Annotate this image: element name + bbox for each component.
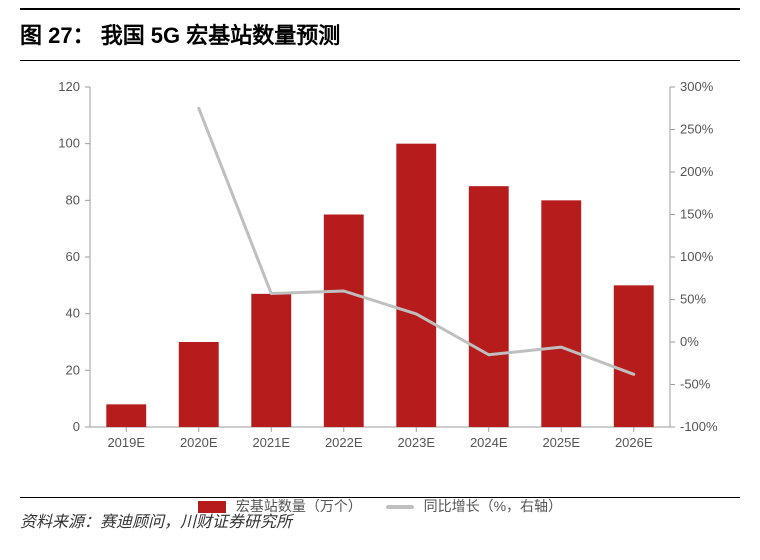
svg-text:2019E: 2019E [107, 435, 145, 450]
svg-text:20: 20 [66, 362, 80, 377]
svg-text:150%: 150% [680, 207, 714, 222]
legend-line-label: 同比增长（%，右轴） [424, 498, 562, 514]
svg-text:-50%: -50% [680, 377, 711, 392]
svg-text:60: 60 [66, 249, 80, 264]
svg-text:50%: 50% [680, 292, 706, 307]
legend-bar-label: 宏基站数量（万个） [236, 498, 362, 514]
combo-chart-svg: 0 20 40 60 80 100 120 -100% -50% 0% 50% 100% 150% 200… [20, 67, 740, 487]
svg-text:2023E: 2023E [397, 435, 435, 450]
svg-text:200%: 200% [680, 164, 714, 179]
svg-text:2021E: 2021E [252, 435, 290, 450]
svg-text:0: 0 [73, 419, 80, 434]
svg-text:300%: 300% [680, 79, 714, 94]
svg-text:-100%: -100% [680, 419, 718, 434]
legend-line-swatch [386, 505, 414, 509]
svg-text:250%: 250% [680, 122, 714, 137]
svg-text:80: 80 [66, 192, 80, 207]
svg-text:2020E: 2020E [180, 435, 218, 450]
svg-text:0%: 0% [680, 334, 699, 349]
svg-text:100%: 100% [680, 249, 714, 264]
svg-text:2022E: 2022E [325, 435, 363, 450]
svg-text:2024E: 2024E [470, 435, 508, 450]
figure-title: 图 27： 我国 5G 宏基站数量预测 [20, 8, 740, 61]
svg-text:40: 40 [66, 306, 80, 321]
legend-bar-swatch [198, 501, 226, 513]
legend: 宏基站数量（万个） 同比增长（%，右轴） [20, 496, 740, 516]
svg-text:120: 120 [58, 79, 80, 94]
svg-text:100: 100 [58, 136, 80, 151]
chart-area: 0 20 40 60 80 100 120 -100% -50% 0% 50% 100% 150% 200… [20, 67, 740, 487]
svg-text:2025E: 2025E [542, 435, 580, 450]
svg-text:2026E: 2026E [615, 435, 653, 450]
